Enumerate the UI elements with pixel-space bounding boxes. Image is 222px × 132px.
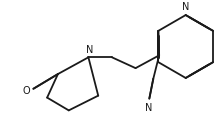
Text: N: N <box>86 45 93 55</box>
Text: O: O <box>23 86 30 96</box>
Text: N: N <box>145 103 152 112</box>
Text: N: N <box>182 2 189 12</box>
